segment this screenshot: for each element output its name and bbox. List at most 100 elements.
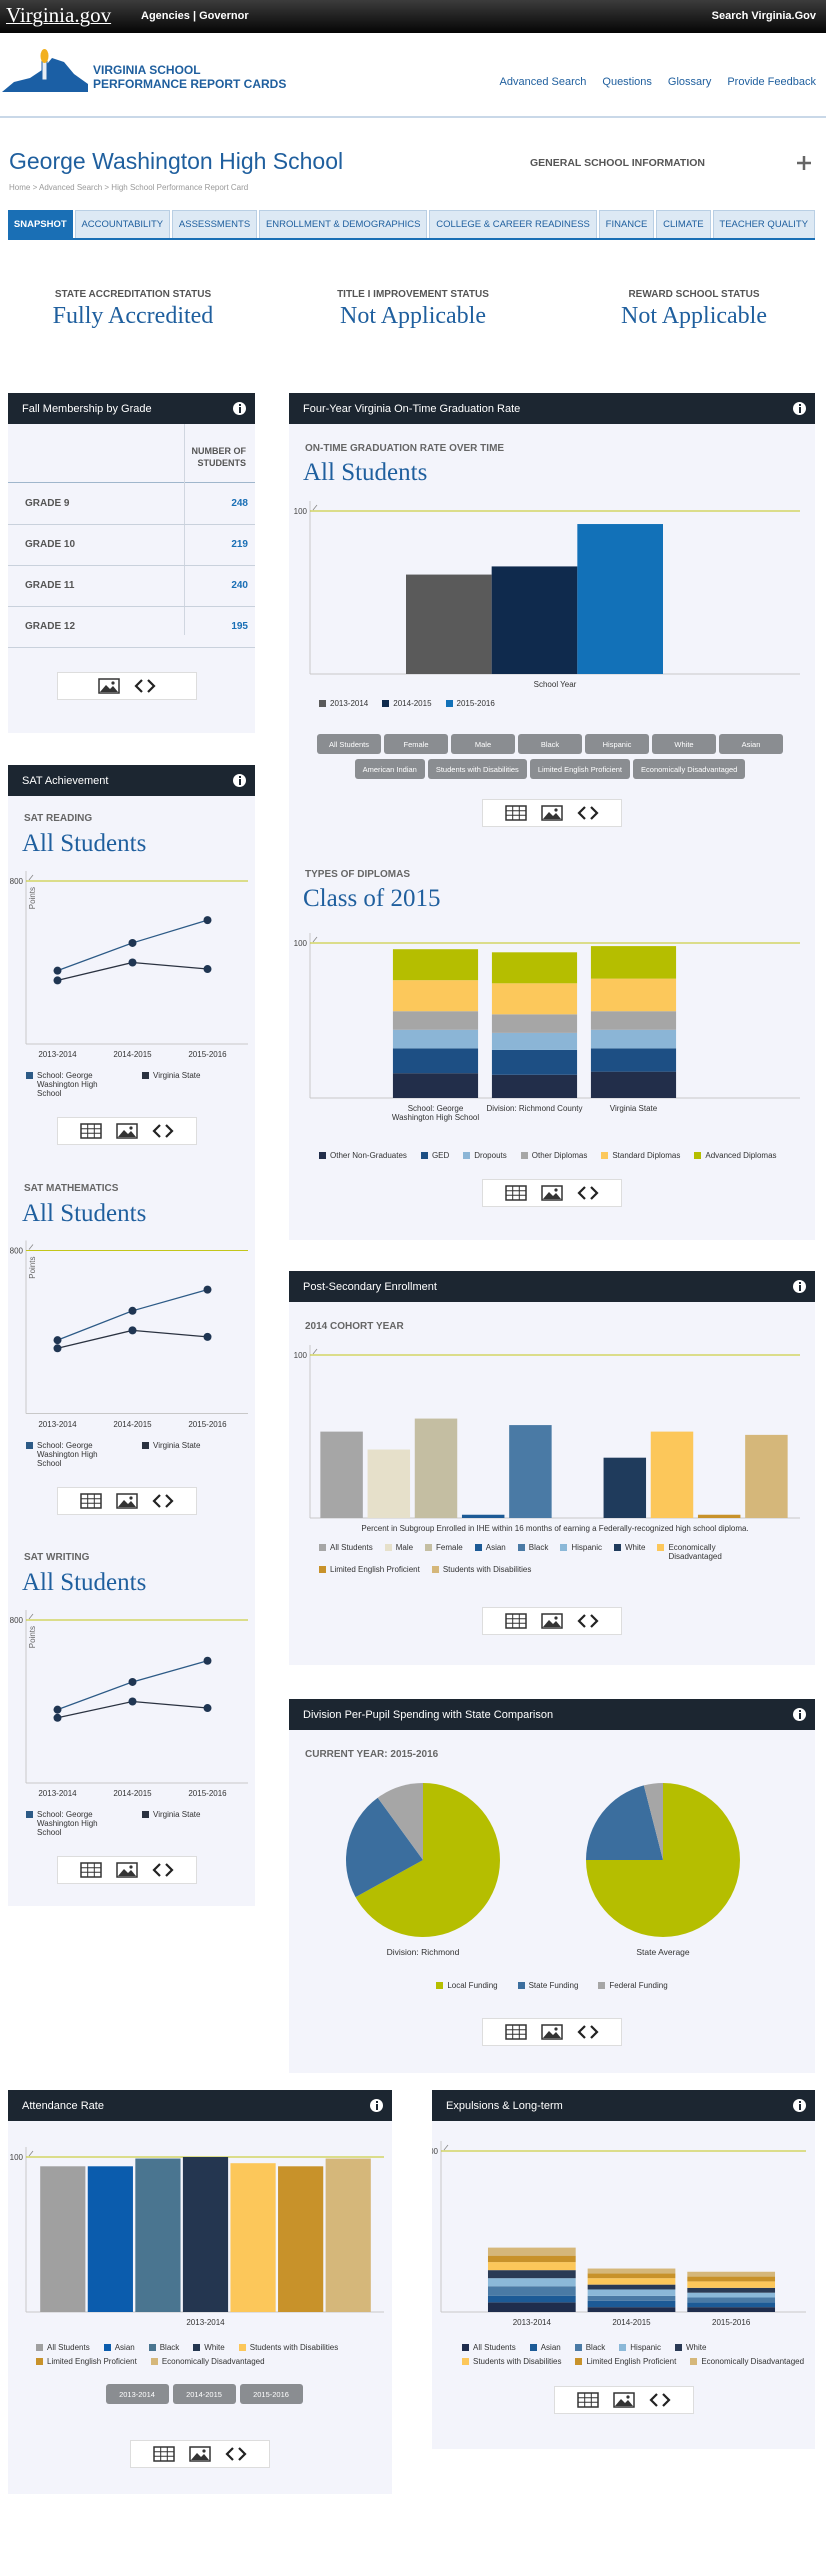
expand-icon[interactable]: [796, 155, 812, 171]
image-button[interactable]: [114, 1121, 140, 1141]
tab[interactable]: SNAPSHOT: [8, 210, 73, 238]
image-button[interactable]: [539, 803, 565, 823]
legend-item: Federal Funding: [598, 1981, 668, 1990]
table-button[interactable]: [78, 1121, 104, 1141]
filter-button[interactable]: Asian: [719, 734, 783, 754]
info-icon[interactable]: [370, 2099, 383, 2112]
bar: [182, 2157, 229, 2312]
legend-item: School: George Washington High School: [26, 1071, 124, 1099]
table-button[interactable]: [503, 2022, 529, 2042]
filter-button[interactable]: Black: [518, 734, 582, 754]
bar-segment: [587, 2289, 676, 2296]
code-button[interactable]: [575, 1183, 601, 1203]
section-group: All Students: [22, 830, 147, 857]
nav-link[interactable]: Glossary: [667, 76, 712, 88]
icon-shape: [577, 2025, 599, 2039]
legend-item: All Students: [36, 2343, 90, 2352]
legend-item: White: [614, 1543, 645, 1561]
legend-label: Black: [585, 2343, 606, 2352]
tab[interactable]: FINANCE: [598, 210, 655, 238]
code-button[interactable]: [223, 2444, 249, 2464]
filter-button[interactable]: All Students: [317, 734, 381, 754]
nav-link[interactable]: Provide Feedback: [727, 76, 816, 88]
code-button[interactable]: [150, 1860, 176, 1880]
info-icon[interactable]: [793, 402, 806, 415]
nav-link[interactable]: Questions: [602, 76, 652, 88]
info-icon[interactable]: [793, 2099, 806, 2112]
school-info[interactable]: GENERAL SCHOOL INFORMATION: [530, 157, 706, 169]
site-title: VIRGINIA SCHOOL: [93, 63, 201, 77]
image-button[interactable]: [539, 1183, 565, 1203]
search-link[interactable]: Search Virginia.Gov: [711, 10, 816, 22]
legend-label: Local Funding: [447, 1981, 498, 1990]
info-icon[interactable]: [233, 402, 246, 415]
filter-button[interactable]: Female: [384, 734, 448, 754]
bar-segment: [392, 1048, 479, 1074]
icon-shape: [543, 1620, 561, 1627]
nav-link[interactable]: Advanced Search: [499, 76, 587, 88]
axis-glyph: [28, 2150, 34, 2157]
image-button[interactable]: [611, 2390, 637, 2410]
code-button[interactable]: [575, 1611, 601, 1631]
table-button[interactable]: [503, 1183, 529, 1203]
bar-segment: [392, 1029, 479, 1049]
code-button[interactable]: [647, 2390, 673, 2410]
legend-item: School: George Washington High School: [26, 1810, 124, 1838]
filter-button[interactable]: White: [652, 734, 716, 754]
table-button[interactable]: [151, 2444, 177, 2464]
image-button[interactable]: [539, 1611, 565, 1631]
table-button[interactable]: [78, 1491, 104, 1511]
bar: [325, 2158, 371, 2312]
code-button[interactable]: [575, 803, 601, 823]
bar-segment: [487, 2278, 576, 2287]
legend-item: Black: [148, 2343, 179, 2352]
table-button[interactable]: [503, 803, 529, 823]
tab[interactable]: CLIMATE: [656, 210, 711, 238]
table-button[interactable]: [78, 1860, 104, 1880]
pie-slice: [355, 1783, 500, 1937]
code-button[interactable]: [132, 676, 158, 696]
bar: [406, 574, 492, 674]
legend-swatch: [319, 700, 326, 707]
bar: [697, 1514, 741, 1518]
image-button[interactable]: [96, 676, 122, 696]
info-icon[interactable]: [233, 774, 246, 787]
bar: [745, 1434, 788, 1518]
y-tick-label: 100: [294, 1351, 308, 1360]
table-button[interactable]: [575, 2390, 601, 2410]
image-button[interactable]: [539, 2022, 565, 2042]
info-icon[interactable]: [793, 1708, 806, 1721]
filter-button[interactable]: Male: [451, 734, 515, 754]
year-button[interactable]: 2014-2015: [172, 2384, 236, 2404]
info-icon[interactable]: [793, 1280, 806, 1293]
code-button[interactable]: [575, 2022, 601, 2042]
legend-item: All Students: [319, 1543, 373, 1561]
bar-segment: [687, 2276, 776, 2282]
year-button[interactable]: 2015-2016: [239, 2384, 303, 2404]
code-button[interactable]: [150, 1121, 176, 1141]
filter-button[interactable]: Students with Disabilities: [427, 759, 527, 779]
tab[interactable]: ACCOUNTABILITY: [74, 210, 170, 238]
code-button[interactable]: [150, 1491, 176, 1511]
tab[interactable]: ASSESSMENTS: [172, 210, 258, 238]
top-links[interactable]: Agencies | Governor: [141, 10, 249, 22]
filter-button[interactable]: Economically Disadvantaged: [633, 759, 746, 779]
image-button[interactable]: [114, 1491, 140, 1511]
icon-shape: [189, 2446, 211, 2462]
filter-button[interactable]: Hispanic: [585, 734, 649, 754]
tab[interactable]: TEACHER QUALITY: [712, 210, 815, 238]
filter-button[interactable]: Limited English Proficient: [529, 759, 631, 779]
site-logo[interactable]: Virginia.gov: [6, 3, 112, 27]
row-grade: GRADE 9: [25, 498, 70, 509]
tab[interactable]: ENROLLMENT & DEMOGRAPHICS: [259, 210, 428, 238]
table-button[interactable]: [503, 1611, 529, 1631]
image-button[interactable]: [114, 1860, 140, 1880]
tab[interactable]: COLLEGE & CAREER READINESS: [429, 210, 597, 238]
year-button[interactable]: 2013-2014: [105, 2384, 169, 2404]
info-glyph: [798, 2104, 801, 2110]
point: [203, 1332, 212, 1341]
image-button[interactable]: [187, 2444, 213, 2464]
filter-button[interactable]: American Indian: [354, 759, 425, 779]
bar-segment: [587, 2284, 676, 2290]
